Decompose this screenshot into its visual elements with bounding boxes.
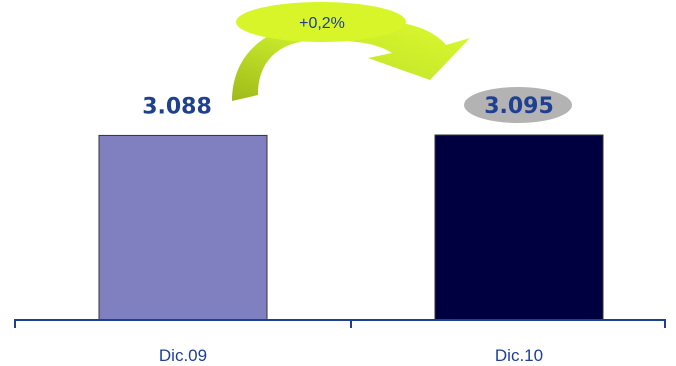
value-label-dic09: 3.088 xyxy=(142,94,212,119)
growth-arrow-icon xyxy=(232,22,470,101)
value-label-dic10: 3.095 xyxy=(484,94,554,119)
value-highlight xyxy=(464,87,572,123)
tick-label-dic10: Dic.10 xyxy=(495,346,543,365)
bar-dic09 xyxy=(98,134,268,321)
growth-label: +0,2% xyxy=(299,15,345,32)
tick-label-dic09: Dic.09 xyxy=(159,346,207,365)
bar-dic10 xyxy=(434,134,604,321)
growth-bubble xyxy=(236,2,406,42)
